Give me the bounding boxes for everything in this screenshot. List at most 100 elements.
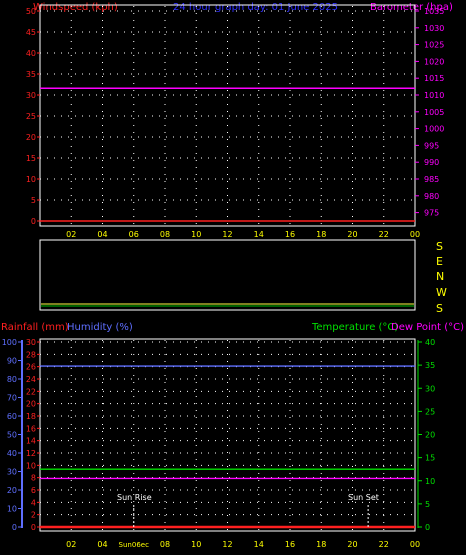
top-time-tick-label: 04 xyxy=(97,230,107,239)
top-time-tick-label: 10 xyxy=(191,230,201,239)
humidity-tick-label: 70 xyxy=(7,394,17,403)
bottom-series xyxy=(40,365,415,529)
rainfall-tick-label: 18 xyxy=(26,412,36,421)
rainfall-tick-label: 16 xyxy=(26,424,36,433)
temperature-tick-label: 40 xyxy=(425,338,435,347)
temperature-axis-title: Temperature (°C) xyxy=(311,322,398,333)
top-time-tick-label: 20 xyxy=(347,230,357,239)
windspeed-tick-label: 25 xyxy=(26,112,36,121)
temperature-axis: 0 5 10 15 20 25 30 35 40 xyxy=(418,338,435,532)
top-time-tick-label: 06 xyxy=(129,230,139,239)
barometer-axis: 975 980 985 990 995 1000 1005 1010 1015 1020 1025 1… xyxy=(415,7,444,218)
humidity-tick-label: 60 xyxy=(7,412,17,421)
rainfall-tick-label: 8 xyxy=(31,474,36,483)
bottom-time-tick-label: 04 xyxy=(97,540,107,549)
top-time-tick-label: 18 xyxy=(316,230,326,239)
windspeed-tick-label: 50 xyxy=(26,7,36,16)
temperature-tick-label: 15 xyxy=(425,454,435,463)
windspeed-tick-label: 35 xyxy=(26,70,36,79)
windspeed-tick-label: 40 xyxy=(26,49,36,58)
humidity-tick-label: 0 xyxy=(12,523,17,532)
barometer-axis-title: Barometer (hpa) xyxy=(370,2,453,13)
barometer-tick-label: 1020 xyxy=(424,57,444,66)
temperature-tick-label: 0 xyxy=(425,523,430,532)
humidity-tick-label: 30 xyxy=(7,468,17,477)
chart-title: 24 hour graph day: 01 June 2025 xyxy=(173,2,338,13)
windspeed-tick-label: 15 xyxy=(26,154,36,163)
top-grid xyxy=(40,6,415,225)
top-time-tick-label: 02 xyxy=(66,230,76,239)
bottom-time-tick-label: 22 xyxy=(379,540,389,549)
rainfall-tick-label: 24 xyxy=(26,375,36,384)
barometer-tick-label: 1035 xyxy=(424,7,444,16)
bottom-time-tick-label: 16 xyxy=(285,540,295,549)
barometer-tick-label: 1025 xyxy=(424,41,444,50)
humidity-axis: 0 10 20 30 40 50 60 70 80 90 100 xyxy=(2,338,22,532)
sunrise-tick-label: Sun06ec xyxy=(119,541,150,549)
top-time-tick-label: 14 xyxy=(254,230,264,239)
windspeed-axis: 0 5 10 15 20 25 30 35 40 45 50 xyxy=(26,7,40,226)
barometer-tick-label: 1010 xyxy=(424,91,444,100)
bottom-time-axis: 02 04 08 10 12 14 16 18 20 22 00 Sun06ec xyxy=(66,540,420,549)
rainfall-tick-label: 26 xyxy=(26,363,36,372)
temperature-tick-label: 25 xyxy=(425,407,435,416)
temperature-tick-label: 5 xyxy=(425,500,430,509)
rainfall-tick-label: 14 xyxy=(26,437,36,446)
windspeed-axis-title: Windspeed (kph) xyxy=(33,2,118,13)
bottom-time-tick-label: 08 xyxy=(160,540,170,549)
temperature-tick-label: 35 xyxy=(425,361,435,370)
temperature-tick-label: 20 xyxy=(425,431,435,440)
wind-direction-panel: S E N W S xyxy=(39,239,447,315)
temperature-tick-label: 10 xyxy=(425,477,435,486)
barometer-tick-label: 995 xyxy=(424,141,439,150)
humidity-tick-label: 20 xyxy=(7,486,17,495)
top-time-tick-label: 00 xyxy=(410,230,420,239)
sun-set-label: Sun Set xyxy=(348,493,379,502)
direction-label-s1: S xyxy=(436,240,443,253)
direction-label-w: W xyxy=(436,286,447,299)
dewpoint-axis-title: Dew Point (°C) xyxy=(391,322,464,333)
rainfall-tick-label: 28 xyxy=(26,350,36,359)
top-time-tick-label: 08 xyxy=(160,230,170,239)
bottom-time-tick-label: 18 xyxy=(316,540,326,549)
barometer-tick-label: 1015 xyxy=(424,74,444,83)
bottom-time-tick-label: 00 xyxy=(410,540,420,549)
rainfall-tick-label: 2 xyxy=(31,511,36,520)
humidity-tick-label: 100 xyxy=(2,338,17,347)
barometer-tick-label: 980 xyxy=(424,192,439,201)
windspeed-tick-label: 30 xyxy=(26,91,36,100)
rainfall-tick-label: 30 xyxy=(26,338,36,347)
top-time-tick-label: 22 xyxy=(379,230,389,239)
direction-label-e: E xyxy=(436,255,443,268)
humidity-tick-label: 10 xyxy=(7,505,17,514)
barometer-tick-label: 1030 xyxy=(424,24,444,33)
windspeed-tick-label: 20 xyxy=(26,133,36,142)
windspeed-tick-label: 0 xyxy=(31,217,36,226)
bottom-time-tick-label: 14 xyxy=(254,540,264,549)
barometer-tick-label: 1000 xyxy=(424,125,444,134)
rainfall-tick-label: 10 xyxy=(26,461,36,470)
rainfall-axis-title: Rainfall (mm) xyxy=(1,322,69,333)
humidity-tick-label: 40 xyxy=(7,449,17,458)
windspeed-tick-label: 5 xyxy=(31,196,36,205)
sun-markers: Sun Rise Sun Set xyxy=(117,493,379,527)
humidity-tick-label: 50 xyxy=(7,431,17,440)
rainfall-tick-label: 0 xyxy=(31,523,36,532)
top-series xyxy=(40,87,415,222)
bottom-time-tick-label: 02 xyxy=(66,540,76,549)
barometer-tick-label: 985 xyxy=(424,175,439,184)
top-time-tick-label: 16 xyxy=(285,230,295,239)
barometer-tick-label: 1005 xyxy=(424,108,444,117)
direction-frame xyxy=(39,239,416,311)
bottom-time-tick-label: 12 xyxy=(222,540,232,549)
rainfall-tick-label: 12 xyxy=(26,449,36,458)
humidity-tick-label: 80 xyxy=(7,375,17,384)
sun-rise-label: Sun Rise xyxy=(117,493,152,502)
top-time-tick-label: 12 xyxy=(222,230,232,239)
rainfall-tick-label: 22 xyxy=(26,387,36,396)
